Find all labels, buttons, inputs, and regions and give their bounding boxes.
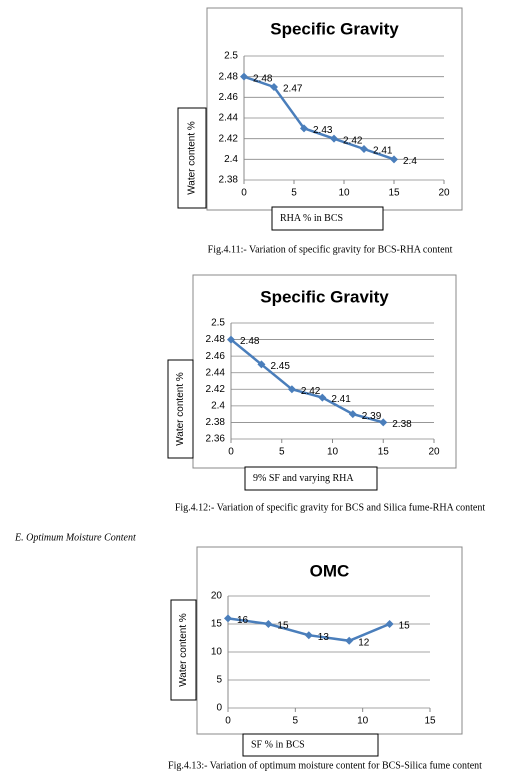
data-label: 2.42 [343, 135, 363, 146]
chart-title: Specific Gravity [270, 19, 399, 38]
data-label: 2.39 [362, 411, 382, 422]
data-point [300, 124, 308, 133]
y-axis-label: Water content % [178, 613, 189, 687]
x-tick-label: 0 [225, 716, 231, 727]
y-tick-label: 2.5 [211, 318, 225, 329]
data-label: 15 [277, 621, 289, 632]
data-point [385, 620, 394, 628]
y-tick-label: 2.44 [206, 367, 226, 378]
x-tick-label: 15 [424, 716, 436, 727]
chart-title: Specific Gravity [260, 287, 389, 306]
x-tick-label: 20 [438, 188, 450, 199]
y-tick-label: 10 [211, 647, 223, 658]
chart-title: OMC [310, 561, 350, 580]
y-tick-label: 2.46 [219, 92, 239, 103]
data-point [227, 335, 235, 344]
chart-frame [206, 7, 463, 211]
figure-caption: Fig.4.12:- Variation of specific gravity… [175, 502, 486, 513]
data-label: 2.41 [331, 394, 351, 405]
data-point [379, 418, 388, 427]
y-tick-label: 2.4 [211, 400, 225, 411]
y-tick-label: 2.44 [219, 113, 239, 124]
y-tick-label: 2.36 [206, 434, 226, 445]
data-label: 2.4 [403, 156, 417, 167]
data-point [224, 614, 232, 623]
data-point [270, 83, 278, 91]
data-label: 12 [358, 637, 370, 648]
y-tick-label: 2.48 [206, 334, 226, 345]
data-label: 2.45 [270, 361, 290, 372]
y-tick-label: 2.38 [219, 175, 239, 186]
data-point [360, 145, 368, 153]
data-label: 2.48 [253, 73, 273, 84]
figure-caption: Fig.4.13:- Variation of optimum moisture… [168, 760, 482, 771]
data-label: 15 [399, 621, 411, 632]
data-point [264, 620, 273, 628]
data-label: 2.38 [392, 419, 412, 430]
x-tick-label: 10 [357, 716, 369, 727]
y-tick-label: 2.38 [206, 417, 226, 428]
y-tick-label: 2.48 [219, 71, 239, 82]
x-axis-label: 9% SF and varying RHA [253, 473, 354, 484]
data-point [257, 360, 266, 369]
data-label: 2.47 [283, 84, 303, 95]
x-tick-label: 10 [327, 447, 339, 458]
chart-frame [196, 546, 463, 735]
data-point [304, 631, 313, 640]
data-label: 2.42 [301, 386, 321, 397]
data-label: 2.43 [313, 125, 333, 136]
x-label-box [244, 466, 378, 491]
y-tick-label: 15 [211, 619, 223, 630]
y-tick-label: 20 [211, 591, 223, 602]
x-tick-label: 0 [241, 188, 247, 199]
x-label-box [242, 733, 379, 757]
x-axis-label: SF % in BCS [251, 739, 305, 750]
y-label-box [177, 107, 207, 209]
y-label-box [170, 599, 197, 701]
data-point [318, 393, 327, 402]
data-label: 16 [237, 615, 249, 626]
x-tick-label: 5 [293, 716, 299, 727]
x-axis-label: RHA % in BCS [280, 213, 343, 224]
y-tick-label: 0 [216, 703, 222, 714]
x-tick-label: 15 [378, 447, 390, 458]
data-point [345, 636, 354, 645]
data-point [287, 385, 296, 394]
data-label: 2.41 [373, 146, 393, 157]
data-point [390, 155, 398, 164]
y-axis-label: Water content % [187, 121, 198, 195]
y-tick-label: 2.42 [206, 384, 226, 395]
data-line [243, 75, 395, 161]
data-point [330, 134, 338, 143]
x-tick-label: 15 [388, 188, 400, 199]
y-tick-label: 5 [216, 675, 222, 686]
y-tick-label: 2.46 [206, 351, 226, 362]
data-point [348, 410, 357, 419]
x-tick-label: 5 [291, 188, 297, 199]
x-tick-label: 5 [279, 447, 285, 458]
y-label-box [167, 359, 194, 459]
data-point [240, 72, 248, 81]
x-tick-label: 10 [338, 188, 350, 199]
data-label: 13 [318, 632, 330, 643]
figure-caption: Fig.4.11:- Variation of specific gravity… [208, 244, 453, 255]
y-axis-label: Water content % [175, 372, 186, 446]
section-heading: E. Optimum Moisture Content [14, 532, 136, 543]
y-tick-label: 2.4 [224, 154, 238, 165]
x-tick-label: 20 [428, 447, 440, 458]
x-tick-label: 0 [228, 447, 234, 458]
x-label-box [271, 206, 384, 231]
data-label: 2.48 [240, 336, 260, 347]
data-line [230, 338, 384, 424]
y-tick-label: 2.5 [224, 51, 238, 62]
y-tick-label: 2.42 [219, 133, 239, 144]
